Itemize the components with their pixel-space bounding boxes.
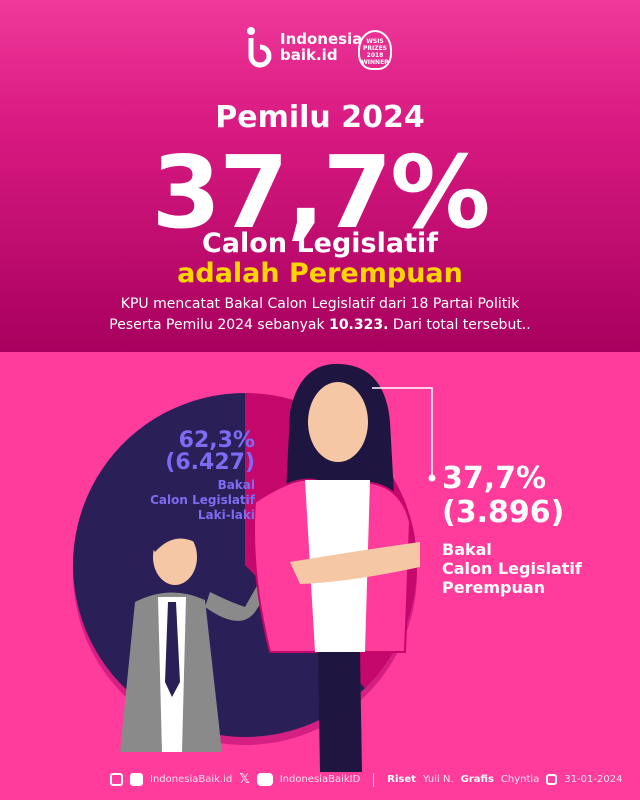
headline-percent: 37,7% bbox=[151, 134, 491, 251]
female-label-line: Bakal bbox=[442, 540, 492, 559]
youtube-icon[interactable] bbox=[256, 773, 273, 786]
grafis-label: Grafis bbox=[460, 774, 494, 785]
brand-name-2: baik.id bbox=[280, 46, 338, 64]
brand-name-1: Indonesia bbox=[280, 30, 363, 48]
logo-mark-icon bbox=[247, 27, 272, 68]
riset-label: Riset bbox=[387, 774, 416, 785]
description: KPU mencatat Bakal Calon Legislatif dari… bbox=[0, 294, 640, 336]
divider bbox=[373, 772, 375, 787]
pie-chart bbox=[72, 363, 436, 772]
instagram-icon[interactable] bbox=[110, 773, 123, 786]
award-badge: WSIS PRIZES 2018 WINNER bbox=[358, 30, 392, 70]
title: Pemilu 2024 bbox=[215, 100, 425, 135]
date: 31-01-2024 bbox=[564, 774, 623, 785]
footer: IndonesiaBaik.id 𝕏 IndonesiaBaikID Riset… bbox=[110, 772, 622, 787]
subtitle-1: Calon Legislatif bbox=[201, 228, 438, 259]
woman-illustration bbox=[253, 363, 420, 772]
facebook-icon[interactable] bbox=[130, 773, 143, 786]
male-label: 62,3% (6.427) Bakal Calon Legislatif Laki-… bbox=[150, 430, 255, 523]
man-illustration bbox=[120, 518, 268, 752]
social-handle-1[interactable]: IndonesiaBaik.id bbox=[150, 774, 233, 785]
female-label-line: Calon Legislatif bbox=[442, 559, 582, 578]
social-handle-2[interactable]: IndonesiaBaikID bbox=[279, 774, 361, 785]
desc-line-2-end: Dari total tersebut.. bbox=[388, 317, 531, 333]
grafis-name: Chyntia bbox=[500, 774, 540, 785]
male-label-line: Calon Legislatif bbox=[150, 493, 255, 507]
logo: Indonesia baik.id bbox=[246, 26, 362, 68]
female-count: (3.896) bbox=[442, 495, 565, 530]
male-percent: 62,3% bbox=[178, 428, 255, 453]
female-label: 37,7% (3.896) Bakal Calon Legislatif Perem… bbox=[442, 461, 582, 598]
subtitle-2: adalah Perempuan bbox=[177, 258, 463, 289]
female-percent: 37,7% bbox=[442, 461, 547, 496]
header-section bbox=[0, 0, 640, 352]
desc-line-2: Peserta Pemilu 2024 sebanyak bbox=[109, 317, 330, 333]
male-count: (6.427) bbox=[165, 450, 255, 475]
calendar-icon bbox=[546, 774, 558, 785]
desc-line-1: KPU mencatat Bakal Calon Legislatif dari… bbox=[120, 296, 520, 312]
female-label-line: Perempuan bbox=[442, 578, 546, 597]
x-icon[interactable]: 𝕏 bbox=[239, 772, 250, 787]
total-count: 10.323. bbox=[329, 317, 389, 333]
leader-dot bbox=[428, 474, 436, 482]
riset-name: Yuli N. bbox=[422, 774, 454, 785]
male-label-line: Bakal bbox=[217, 478, 255, 492]
male-label-line: Laki-laki bbox=[197, 508, 255, 522]
